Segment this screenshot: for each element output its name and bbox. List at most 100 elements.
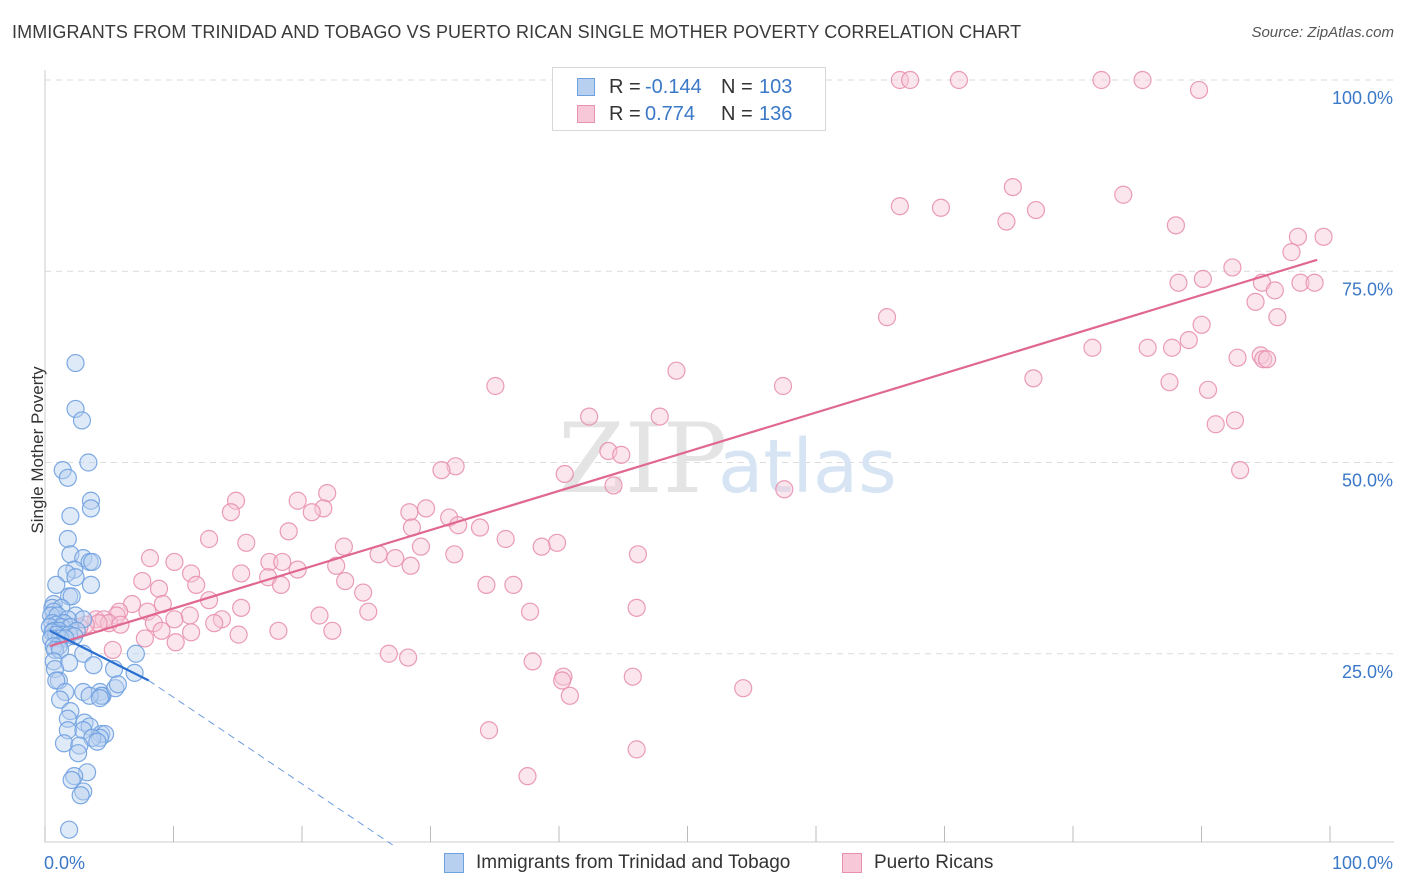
data-point (532, 537, 551, 556)
data-point (44, 652, 63, 671)
data-point (108, 675, 128, 694)
data-point (140, 549, 160, 568)
data-point (1192, 315, 1211, 334)
series-legend: Immigrants from Trinidad and Tobago Puer… (0, 852, 1406, 876)
data-point (68, 744, 88, 763)
legend-item-puerto-ricans: Puerto Ricans (842, 852, 993, 874)
data-point (580, 407, 599, 426)
data-point (775, 480, 794, 499)
data-point (60, 820, 79, 839)
y-axis-label: Single Mother Poverty (28, 366, 47, 534)
data-point (1206, 415, 1225, 434)
data-point (269, 621, 288, 640)
data-point (446, 457, 465, 476)
data-point (165, 610, 184, 629)
data-point (354, 583, 373, 602)
legend-n-value: 103 (759, 75, 793, 98)
data-point (416, 499, 436, 518)
data-point (547, 533, 567, 552)
data-point (232, 564, 251, 583)
watermark-atlas: atlas (718, 424, 897, 510)
data-point (1257, 350, 1277, 369)
y-tick-label: 100.0% (1332, 88, 1393, 108)
data-point (1291, 273, 1310, 292)
data-point (165, 552, 184, 572)
legend-label: Puerto Ricans (874, 852, 994, 873)
data-point (273, 552, 292, 572)
data-point (260, 552, 279, 572)
data-point (103, 640, 122, 660)
data-point (66, 353, 85, 373)
data-point (1268, 308, 1287, 327)
data-point (1166, 216, 1186, 235)
legend-n-label: N = (721, 75, 753, 98)
data-point (931, 198, 951, 217)
data-point (327, 556, 346, 575)
trend-line-trinidad-tobago (49, 629, 150, 682)
data-point (314, 499, 333, 518)
legend-n-value: 136 (759, 102, 793, 125)
data-point (1003, 178, 1022, 197)
data-point (1092, 70, 1111, 90)
data-point (135, 629, 154, 648)
data-point (84, 656, 103, 675)
data-point (181, 564, 201, 583)
data-point (1193, 269, 1212, 288)
data-point (1133, 70, 1152, 90)
data-point (71, 786, 90, 805)
data-point (66, 568, 85, 587)
series-puerto-ricans (70, 70, 1333, 786)
data-point (232, 598, 251, 617)
data-point (1223, 258, 1242, 277)
data-point (379, 644, 398, 663)
legend-r-value: 0.774 (645, 102, 696, 125)
trend-lines (49, 258, 1318, 846)
data-point (1314, 227, 1333, 246)
data-point (152, 621, 171, 640)
data-point (70, 736, 89, 755)
data-point (1305, 273, 1324, 292)
data-point (401, 556, 420, 575)
data-point (149, 579, 169, 598)
data-point (386, 549, 405, 568)
data-point (359, 602, 378, 621)
data-point (318, 484, 337, 503)
data-point (199, 529, 219, 549)
data-point (47, 575, 66, 595)
data-point (612, 445, 631, 464)
data-point (83, 552, 102, 572)
legend-row-pink: R = 0.774 N = 136 (577, 101, 792, 127)
x-tick-label: 0.0% (44, 853, 85, 873)
data-point (180, 606, 199, 625)
data-point (890, 70, 909, 90)
data-point (1189, 80, 1209, 100)
data-point (1179, 331, 1198, 350)
data-point (628, 545, 648, 564)
data-point (181, 623, 201, 642)
data-point (1162, 338, 1182, 357)
data-point (1160, 373, 1179, 392)
data-point (667, 361, 686, 380)
data-point (890, 197, 909, 216)
data-point (604, 476, 623, 495)
legend-label: Immigrants from Trinidad and Tobago (476, 852, 791, 873)
tick-labels: 25.0% 50.0% 75.0% 100.0% 0.0% 100.0% (44, 88, 1393, 873)
data-point (81, 575, 101, 595)
data-point (1246, 292, 1265, 311)
data-point (187, 575, 206, 595)
data-point (310, 606, 329, 625)
data-point (1231, 461, 1250, 480)
data-point (221, 503, 240, 522)
data-point (1169, 273, 1188, 292)
legend-row-blue: R = -0.144 N = 103 (577, 74, 792, 100)
data-point (877, 308, 897, 327)
data-point (81, 499, 101, 518)
data-point (88, 732, 107, 751)
data-point (229, 625, 248, 644)
data-point (81, 491, 101, 510)
chart-title: IMMIGRANTS FROM TRINIDAD AND TOBAGO VS P… (12, 22, 1022, 42)
data-point (334, 537, 353, 556)
data-point (1225, 411, 1245, 430)
